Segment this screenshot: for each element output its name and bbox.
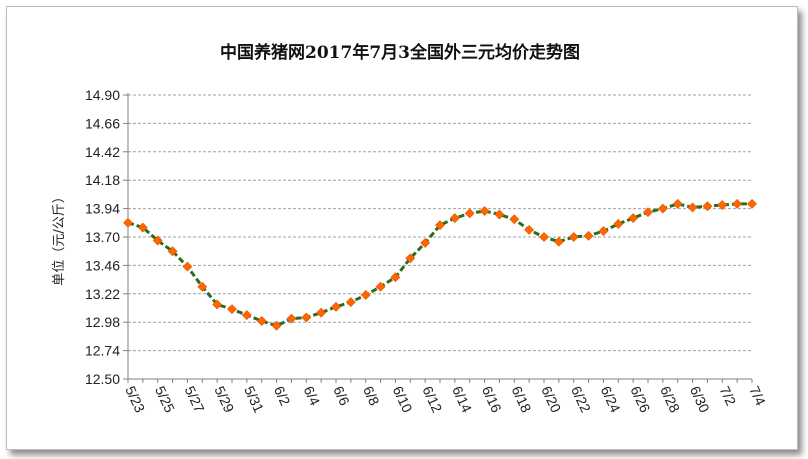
x-tick-label: 6/24 <box>598 384 624 416</box>
x-tick-label: 6/20 <box>538 384 564 416</box>
x-tick-label: 6/30 <box>687 384 713 416</box>
y-axis-ticks: 12.50 12.74 12.98 13.22 13.46 13.70 13.94 14.18… <box>85 87 120 387</box>
data-point <box>390 272 401 283</box>
data-point <box>271 320 282 331</box>
y-tick-label: 13.22 <box>85 286 120 302</box>
y-tick-label: 14.90 <box>85 87 120 103</box>
y-tick-label: 12.74 <box>85 343 120 359</box>
data-point <box>435 220 445 231</box>
x-tick-label: 5/25 <box>152 384 178 416</box>
y-tick-label: 14.18 <box>85 172 120 188</box>
data-point <box>628 213 639 223</box>
data-point <box>702 201 713 212</box>
x-tick-label: 6/10 <box>390 384 416 416</box>
data-point <box>568 232 579 242</box>
data-point <box>137 222 148 233</box>
x-tick-label: 6/28 <box>657 384 683 416</box>
axes <box>123 93 753 383</box>
x-tick-label: 6/18 <box>509 384 535 416</box>
x-tick-label: 6/6 <box>330 384 353 409</box>
x-tick-label: 6/12 <box>419 384 445 416</box>
data-point <box>657 203 668 214</box>
data-point <box>227 304 237 315</box>
data-point <box>345 297 356 308</box>
y-tick-label: 13.94 <box>85 201 120 217</box>
y-tick-label: 12.50 <box>85 371 120 387</box>
data-point <box>732 198 743 209</box>
data-point <box>583 230 594 241</box>
price-series <box>123 198 757 331</box>
data-point <box>553 236 564 247</box>
x-axis-ticks: 5/23 5/25 5/27 5/29 5/31 6/2 6/4 6/6 6/8 6/10 6/12… <box>122 384 769 416</box>
x-tick-label: 6/14 <box>449 384 475 416</box>
y-tick-label: 14.42 <box>85 144 120 160</box>
data-point <box>256 316 267 326</box>
data-point <box>301 312 312 323</box>
data-point <box>613 219 624 229</box>
data-point <box>509 214 520 225</box>
x-tick-label: 6/2 <box>271 384 294 409</box>
data-point <box>286 313 297 324</box>
x-tick-label: 5/23 <box>122 384 148 416</box>
y-tick-label: 13.70 <box>85 229 120 245</box>
x-tick-label: 5/31 <box>241 384 267 416</box>
data-point <box>479 206 490 216</box>
y-axis-label: 单位（元/公斤） <box>52 190 67 285</box>
data-point <box>747 198 757 209</box>
data-point <box>717 200 728 210</box>
x-tick-label: 6/26 <box>627 384 653 416</box>
data-point <box>672 198 683 209</box>
x-tick-label: 7/2 <box>717 384 740 409</box>
data-point <box>182 261 193 272</box>
x-tick-label: 6/16 <box>479 384 505 416</box>
data-point <box>524 224 535 235</box>
x-tick-label: 6/8 <box>360 384 383 409</box>
x-tick-label: 6/4 <box>301 384 324 409</box>
data-point <box>420 237 431 248</box>
data-point <box>167 246 178 257</box>
x-tick-label: 5/27 <box>182 384 208 416</box>
x-tick-label: 5/29 <box>211 384 237 416</box>
data-point <box>212 299 223 310</box>
y-tick-label: 14.66 <box>85 115 120 131</box>
data-point <box>539 232 549 242</box>
data-point <box>152 235 163 246</box>
chart-title: 中国养猪网2017年7月3全国外三元均价走势图 <box>220 42 580 63</box>
data-point <box>123 217 133 228</box>
data-point <box>643 207 653 218</box>
data-point <box>241 310 252 321</box>
data-point <box>405 253 416 264</box>
y-tick-label: 13.46 <box>85 257 120 273</box>
x-tick-label: 6/22 <box>568 384 594 416</box>
data-point <box>331 301 341 312</box>
data-point <box>375 281 386 292</box>
chart-frame <box>6 6 798 450</box>
data-point <box>464 208 475 219</box>
gridlines <box>128 94 752 352</box>
data-point <box>687 202 698 213</box>
data-point <box>360 290 371 300</box>
data-point <box>449 213 460 223</box>
y-tick-label: 12.98 <box>85 314 120 330</box>
data-point <box>598 226 609 237</box>
data-point <box>197 281 208 292</box>
x-tick-label: 7/4 <box>746 384 769 409</box>
data-point <box>316 307 327 318</box>
data-point <box>494 209 505 220</box>
